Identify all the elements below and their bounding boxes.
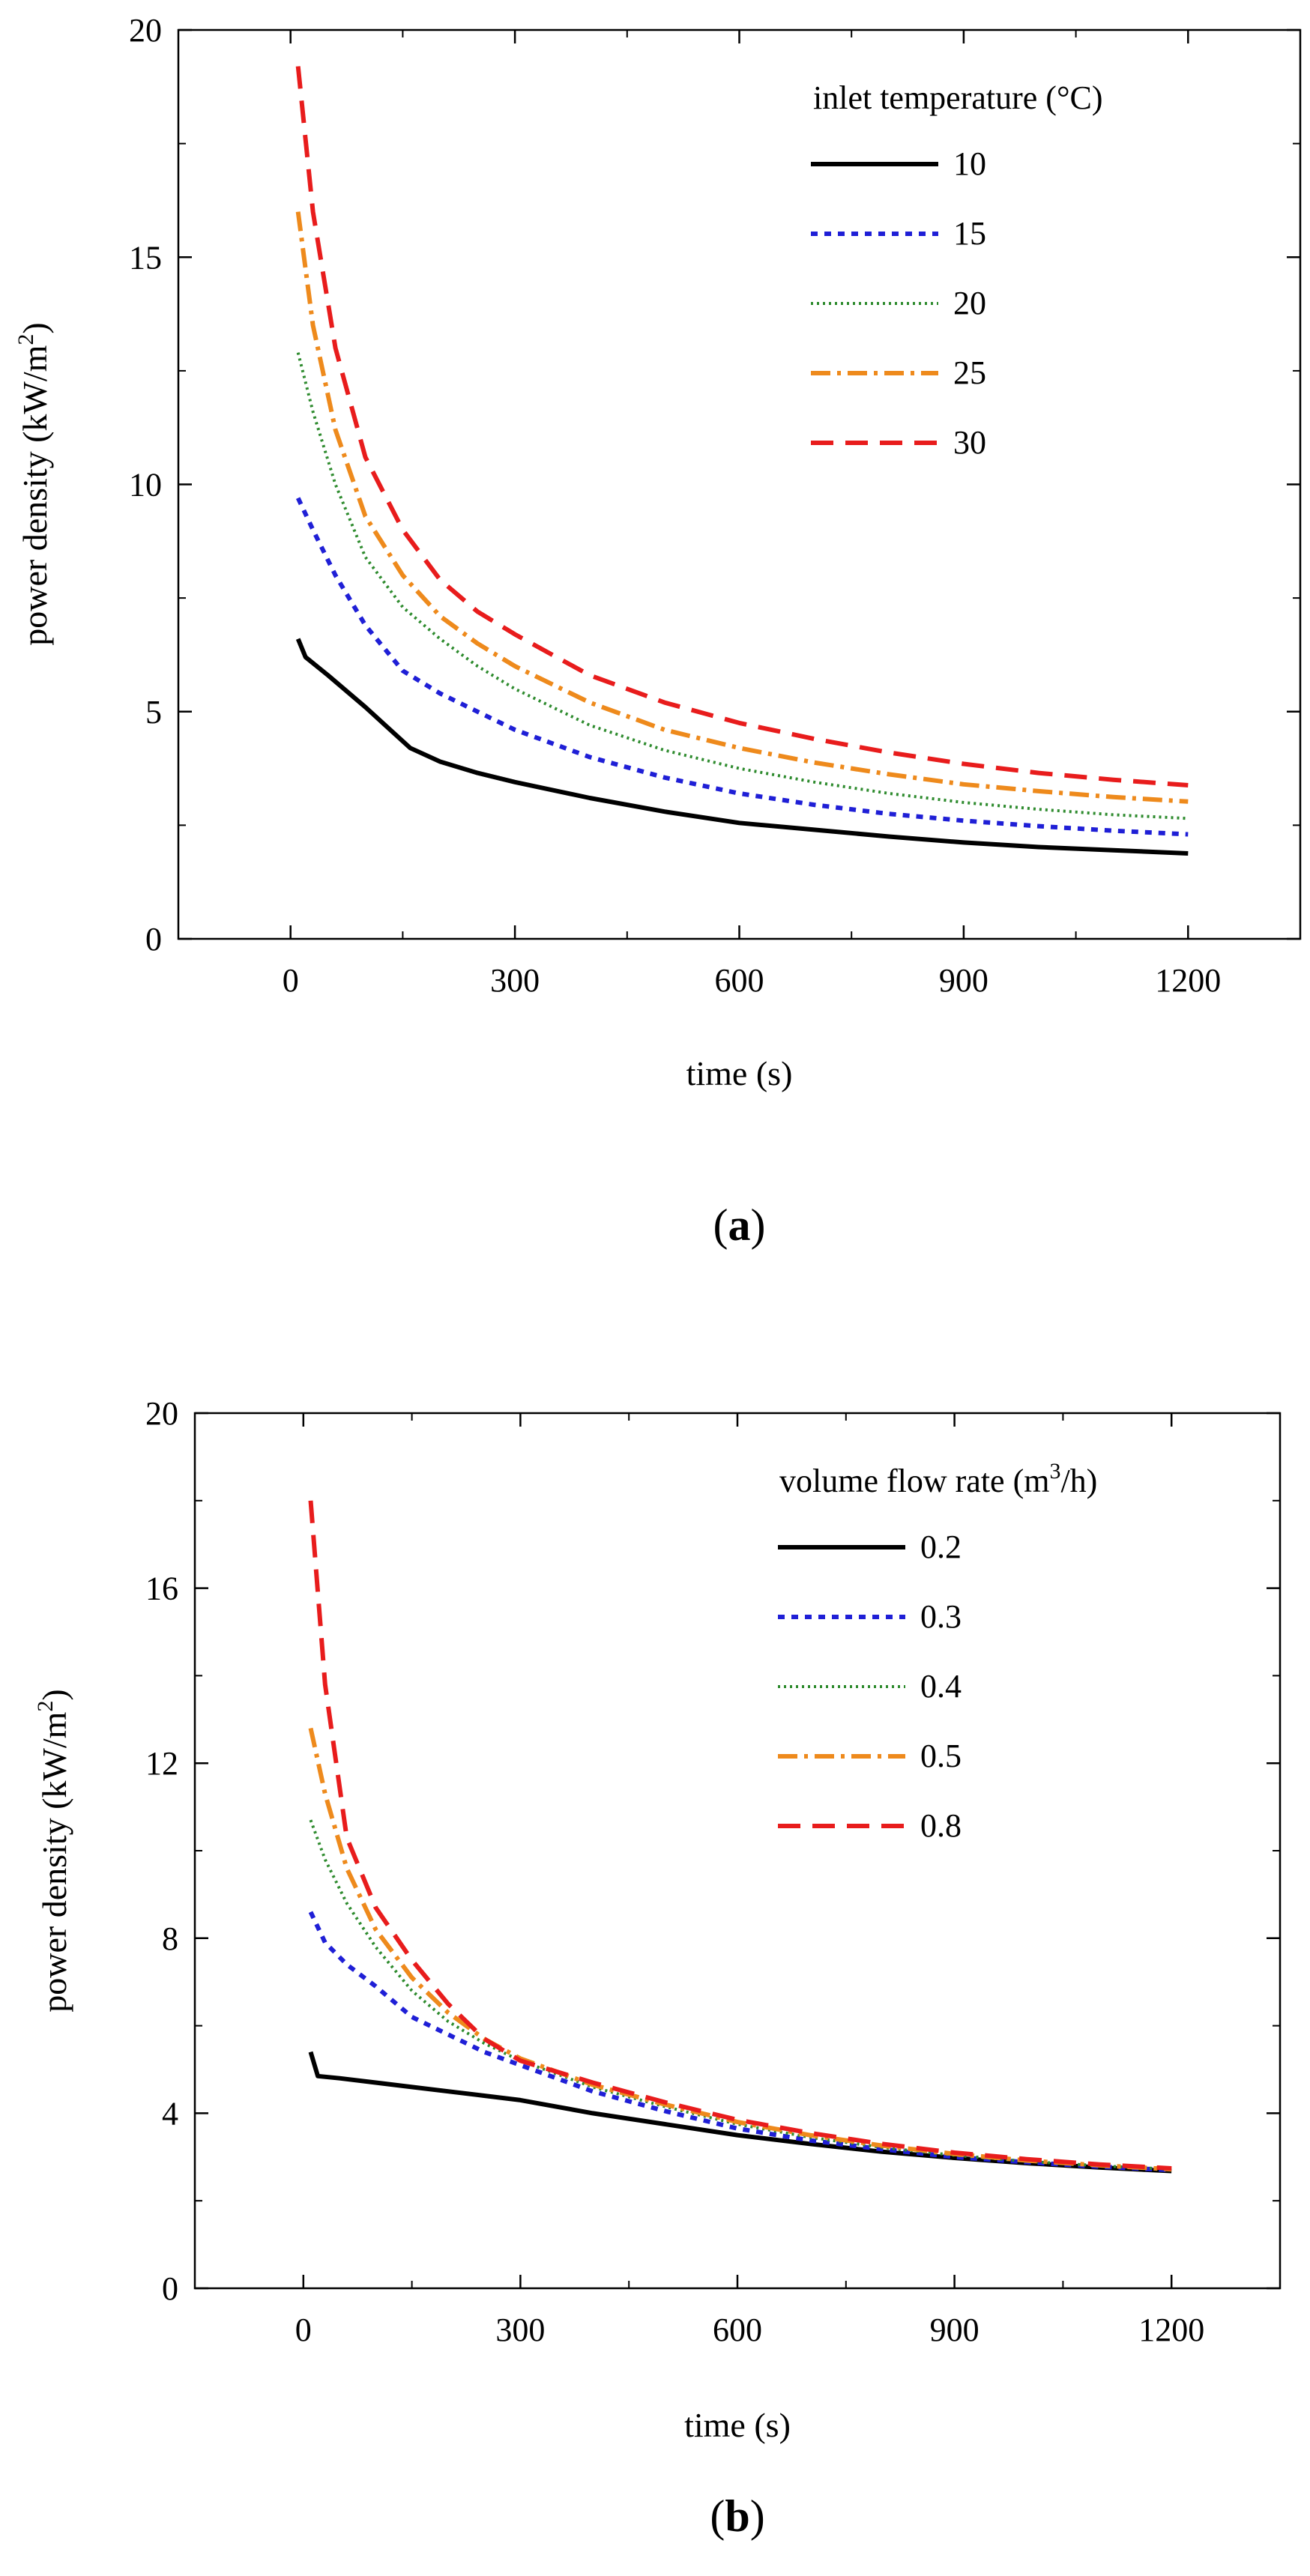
panel-label-open-paren: ( <box>713 1200 728 1250</box>
x-tick-label: 0 <box>295 2312 312 2348</box>
y-tick-label: 20 <box>129 12 162 49</box>
plot-frame <box>177 28 1302 940</box>
y-tick-label: 4 <box>162 2095 178 2132</box>
series-line-0.2 <box>308 2051 1172 2174</box>
series-line-0.8 <box>308 1500 1172 2171</box>
legend-title-superscript: 3 <box>1049 1459 1060 1484</box>
y-tick-label: 0 <box>162 2270 178 2307</box>
legend-title-base: volume flow rate (m <box>779 1463 1049 1499</box>
panel-b: 0 300 600 900 1200 0 4 8 12 16 20 time (s) power den… <box>33 1395 1282 2541</box>
y-axis-title-superscript: 2 <box>33 1701 58 1712</box>
series-line-30 <box>295 66 1189 787</box>
y-tick-label: 5 <box>145 694 162 731</box>
y-tick-label: 20 <box>145 1395 178 1432</box>
series-line-15 <box>295 497 1189 837</box>
legend-label-15: 15 <box>953 215 986 252</box>
panel-label: (b) <box>710 2491 764 2541</box>
x-tick-label: 600 <box>715 962 764 999</box>
x-tick-label: 1200 <box>1155 962 1221 999</box>
legend-label-10: 10 <box>953 145 986 182</box>
series-line-0.3 <box>308 1911 1172 2173</box>
series-line-25 <box>295 211 1189 804</box>
legend-label-0.3: 0.3 <box>920 1598 962 1635</box>
y-axis-title: power density (kW/m2) <box>33 1689 73 2012</box>
y-axis-title-tail: ) <box>16 322 54 333</box>
legend-label-0.8: 0.8 <box>920 1807 962 1844</box>
x-tick-label: 900 <box>939 962 988 999</box>
panel-label: (a) <box>713 1200 766 1250</box>
panel-a: 0 300 600 900 1200 0 5 10 15 20 time (s) power dens… <box>13 12 1302 1250</box>
legend-label-30: 30 <box>953 424 986 461</box>
panel-label-open-paren: ( <box>710 2491 725 2541</box>
x-axis-title: time (s) <box>686 1054 793 1092</box>
panel-label-letter: b <box>725 2491 749 2541</box>
legend-label-25: 25 <box>953 354 986 391</box>
series-line-10 <box>295 638 1189 856</box>
x-axis-title: time (s) <box>684 2406 791 2444</box>
x-tick-label: 300 <box>490 962 540 999</box>
legend-title-tail: /h) <box>1060 1463 1097 1499</box>
y-axis-title-base: power density (kW/m <box>35 1711 73 2012</box>
legend-title: volume flow rate (m3/h) <box>779 1459 1097 1499</box>
panel-label-close-paren: ) <box>750 2491 765 2541</box>
panel-label-close-paren: ) <box>751 1200 766 1250</box>
plot-frame <box>193 1412 1282 2290</box>
x-tick-label: 300 <box>495 2312 545 2348</box>
legend-label-0.4: 0.4 <box>920 1668 962 1705</box>
y-axis-title-base: power density (kW/m <box>16 345 54 645</box>
y-axis-title: power density (kW/m2) <box>13 322 54 645</box>
legend-title: inlet temperature (°C) <box>813 79 1103 116</box>
x-tick-label: 1200 <box>1138 2312 1204 2348</box>
y-tick-label: 12 <box>145 1745 178 1782</box>
x-tick-label: 0 <box>283 962 299 999</box>
legend-label-20: 20 <box>953 285 986 321</box>
y-axis-title-superscript: 2 <box>13 334 38 345</box>
series-line-0.5 <box>308 1727 1172 2172</box>
y-tick-label: 8 <box>162 1920 178 1957</box>
panel-label-letter: a <box>728 1200 751 1250</box>
y-tick-label: 0 <box>145 921 162 958</box>
y-axis-title-tail: ) <box>35 1689 73 1700</box>
legend-label-0.5: 0.5 <box>920 1738 962 1774</box>
x-tick-label: 900 <box>930 2312 980 2348</box>
x-tick-label: 600 <box>713 2312 762 2348</box>
legend-label-0.2: 0.2 <box>920 1529 962 1565</box>
y-tick-label: 10 <box>129 467 162 504</box>
y-tick-label: 15 <box>129 239 162 276</box>
y-tick-label: 16 <box>145 1570 178 1607</box>
